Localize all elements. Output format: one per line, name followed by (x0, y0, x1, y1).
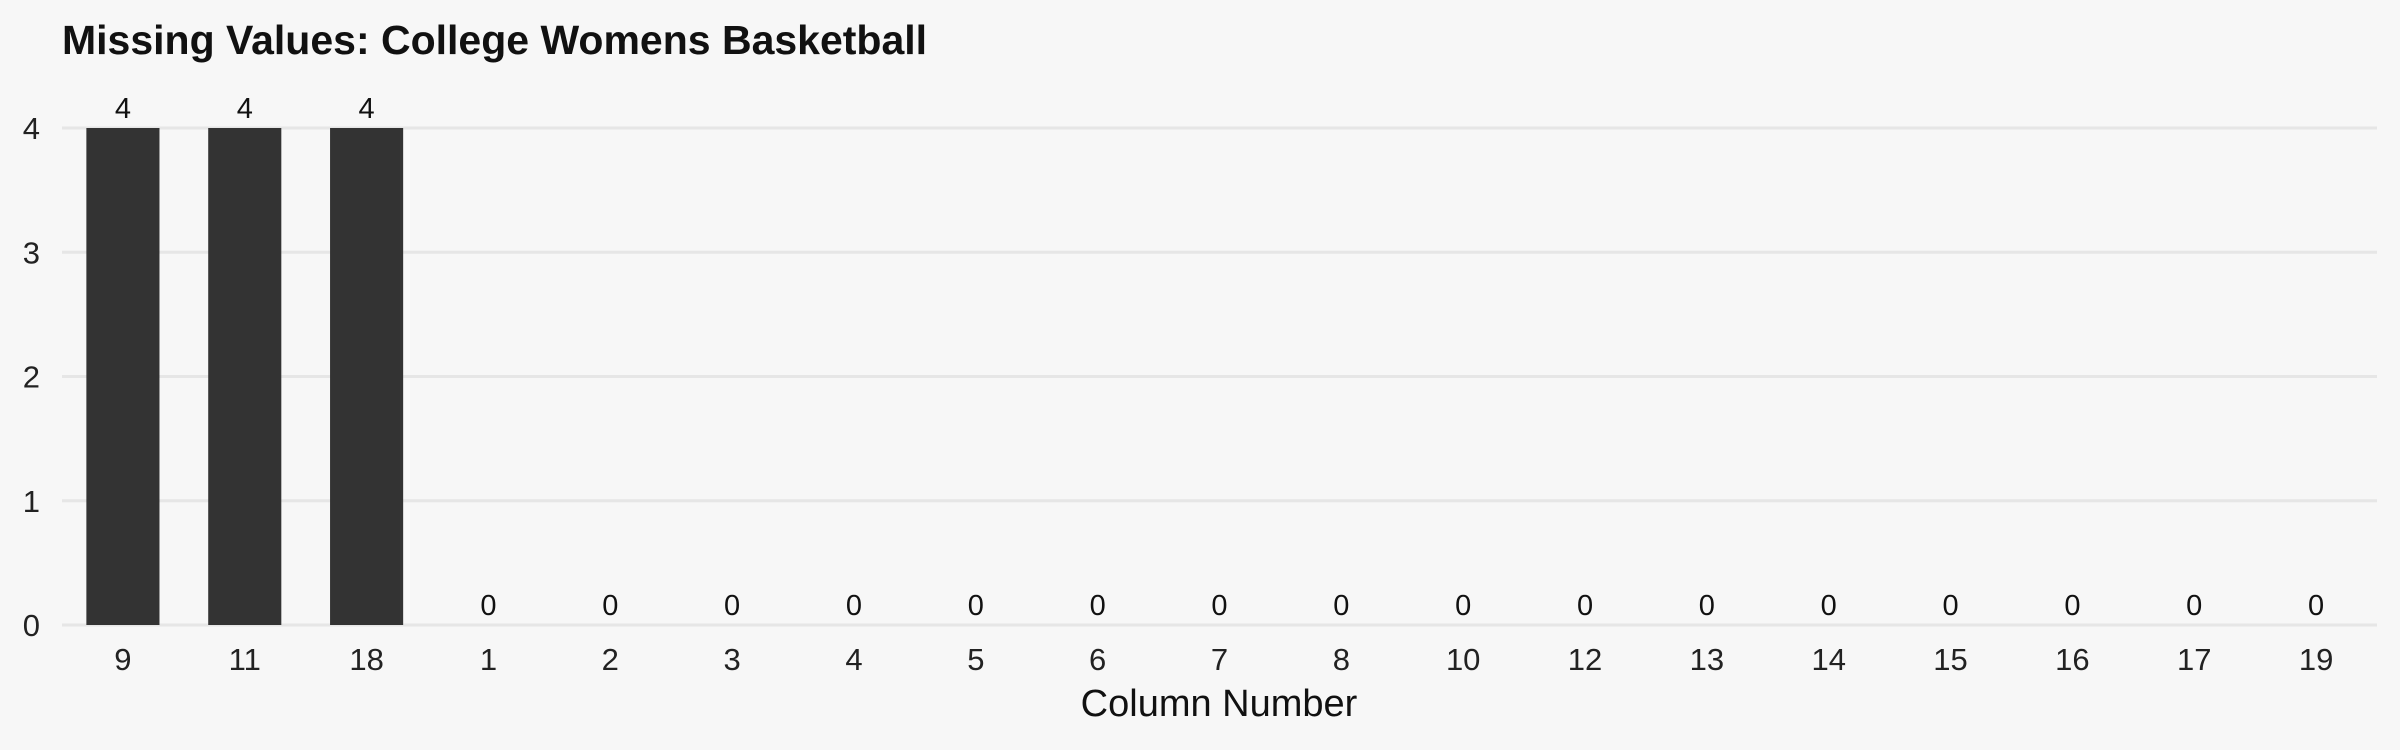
bar-column-9 (86, 128, 160, 625)
bars (86, 128, 404, 625)
data-label-column-15: 0 (1942, 590, 1958, 622)
data-label-column-19: 0 (2308, 590, 2324, 622)
x-tick-label: 12 (1568, 642, 1602, 677)
x-tick-label: 11 (229, 642, 261, 677)
data-label-column-4: 0 (846, 590, 862, 622)
bar-column-18 (330, 128, 404, 625)
x-axis-title: Column Number (1081, 683, 1358, 725)
x-tick-label: 17 (2177, 642, 2211, 677)
data-label-column-8: 0 (1333, 590, 1349, 622)
data-label-column-14: 0 (1821, 590, 1837, 622)
y-tick-label: 0 (23, 608, 40, 643)
data-label-column-10: 0 (1455, 590, 1471, 622)
x-tick-label: 19 (2299, 642, 2333, 677)
y-tick-label: 4 (23, 111, 40, 146)
x-tick-label: 6 (1089, 642, 1106, 677)
x-tick-label: 18 (349, 642, 383, 677)
data-label-column-2: 0 (602, 590, 618, 622)
gridlines (62, 126, 2377, 627)
x-tick-label: 15 (1933, 642, 1967, 677)
x-tick-label: 5 (967, 642, 984, 677)
data-label-column-6: 0 (1090, 590, 1106, 622)
x-tick-label: 3 (724, 642, 741, 677)
x-tick-label: 2 (602, 642, 619, 677)
data-label-column-18: 4 (359, 93, 375, 125)
y-axis-ticks: 0 1 2 3 4 (23, 111, 40, 643)
x-axis-ticks: 9 11 18 1 2 3 4 5 6 7 8 10 12 13 14 15 16 17 19 (114, 642, 2333, 677)
chart-title: Missing Values: College Womens Basketbal… (62, 17, 927, 63)
x-tick-label: 10 (1446, 642, 1480, 677)
data-label-column-5: 0 (968, 590, 984, 622)
bar-column-11 (208, 128, 282, 625)
data-label-column-13: 0 (1699, 590, 1715, 622)
data-label-column-7: 0 (1211, 590, 1227, 622)
x-tick-label: 7 (1211, 642, 1228, 677)
x-tick-label: 16 (2055, 642, 2089, 677)
data-labels: 4 4 4 0 0 0 0 0 0 0 0 0 0 0 0 0 0 0 0 (115, 93, 2324, 622)
data-label-column-3: 0 (724, 590, 740, 622)
x-tick-label: 14 (1811, 642, 1845, 677)
data-label-column-9: 4 (115, 93, 131, 125)
x-tick-label: 4 (845, 642, 862, 677)
x-tick-label: 1 (480, 642, 497, 677)
data-label-column-17: 0 (2186, 590, 2202, 622)
x-tick-label: 9 (114, 642, 131, 677)
data-label-column-1: 0 (480, 590, 496, 622)
x-tick-label: 8 (1333, 642, 1350, 677)
data-label-column-11: 4 (237, 93, 253, 125)
x-tick-label: 13 (1690, 642, 1724, 677)
y-tick-label: 3 (23, 235, 40, 270)
data-label-column-16: 0 (2064, 590, 2080, 622)
data-label-column-12: 0 (1577, 590, 1593, 622)
y-tick-label: 1 (23, 484, 40, 519)
y-tick-label: 2 (23, 360, 40, 395)
